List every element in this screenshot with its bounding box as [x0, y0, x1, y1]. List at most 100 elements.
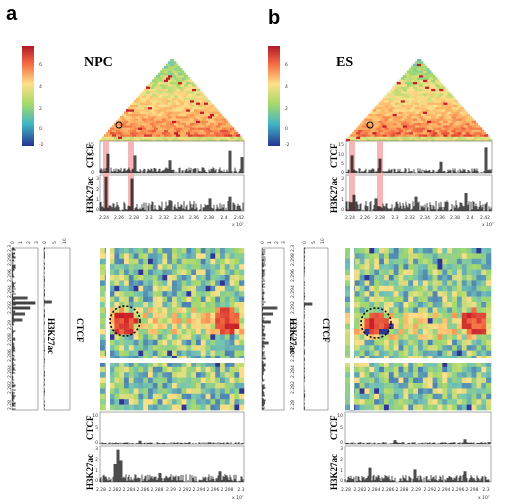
heat-cell	[408, 100, 414, 103]
heat-cell	[167, 269, 173, 276]
heat-cell	[172, 120, 177, 124]
heat-cell	[234, 312, 240, 319]
heat-cell	[157, 264, 163, 270]
heat-cell	[471, 269, 477, 276]
heat-cell	[200, 291, 206, 297]
heat-cell	[435, 129, 440, 133]
heat-cell	[354, 253, 360, 260]
heat-cell	[142, 122, 147, 126]
heat-cell	[439, 125, 444, 128]
heat-cell	[408, 72, 414, 76]
heat-cell	[156, 97, 161, 101]
heat-cell	[350, 134, 355, 137]
heat-cell	[132, 129, 137, 133]
heat-cell	[461, 109, 466, 112]
panel-a-letter: a	[6, 3, 18, 25]
heat-cell	[172, 248, 178, 254]
heat-cell	[398, 404, 404, 411]
heat-cell	[200, 280, 206, 287]
panel-b-loop-circle	[360, 307, 392, 339]
heat-cell	[486, 248, 492, 254]
heat-cell	[362, 129, 367, 133]
heat-cell	[210, 258, 216, 265]
heat-cell	[471, 318, 477, 324]
heat-cell	[442, 307, 448, 314]
heat-cell	[210, 122, 215, 126]
heat-cell	[345, 339, 351, 346]
heat-cell	[162, 372, 168, 378]
heat-cell	[486, 264, 492, 270]
panel-b-top-h3k-yticks: 3 2 1 0	[341, 176, 344, 213]
heat-cell	[176, 275, 182, 281]
heat-cell	[162, 280, 168, 287]
heat-cell	[398, 339, 404, 346]
heat-cell	[359, 399, 365, 405]
heat-cell	[445, 122, 450, 126]
heat-cell	[364, 280, 370, 287]
heat-cell	[224, 248, 230, 254]
heat-cell	[160, 129, 165, 133]
heat-cell	[383, 404, 390, 411]
heat-cell	[374, 312, 380, 319]
heat-cell	[224, 312, 230, 319]
heat-cell	[142, 95, 147, 99]
heat-cell	[486, 307, 492, 314]
heat-cell	[422, 296, 429, 303]
heat-cell	[190, 90, 195, 94]
heat-cell	[481, 302, 487, 308]
heat-cell	[176, 93, 181, 96]
heat-cell	[425, 109, 430, 112]
heat-cell	[132, 138, 137, 142]
heat-cell	[109, 393, 115, 400]
heat-cell	[100, 361, 106, 368]
heat-cell	[216, 125, 221, 128]
heat-cell	[354, 377, 360, 384]
heat-cell	[198, 109, 203, 112]
heat-cell	[229, 248, 235, 254]
panel-a-bottom-h3k27ac-label: H3K27ac	[85, 454, 95, 490]
heat-cell	[202, 100, 207, 103]
heat-cell	[408, 275, 414, 281]
heat-cell	[422, 285, 429, 292]
heat-cell	[143, 329, 149, 335]
heat-cell	[210, 318, 216, 324]
heat-cell	[126, 131, 131, 135]
heat-cell	[176, 97, 181, 101]
panel-b-top-ctcf-signal	[345, 147, 492, 173]
heat-cell	[437, 131, 442, 135]
heat-cell	[359, 404, 365, 411]
heat-cell	[372, 118, 377, 121]
heat-cell	[369, 334, 375, 341]
heat-cell	[382, 102, 387, 105]
heat-cell	[359, 334, 365, 341]
heat-cell	[459, 125, 464, 128]
heat-cell	[157, 339, 163, 346]
heat-cell	[422, 307, 429, 314]
heat-cell	[138, 345, 144, 351]
heat-cell	[404, 122, 410, 126]
heat-cell	[114, 339, 120, 346]
heat-cell	[116, 125, 121, 128]
heat-cell	[403, 296, 409, 303]
heat-cell	[215, 383, 221, 389]
heat-cell	[447, 120, 452, 124]
heat-cell	[124, 111, 129, 114]
heat-cell	[156, 74, 161, 78]
heat-cell	[215, 377, 221, 384]
heat-cell	[370, 111, 375, 114]
heat-cell	[191, 258, 197, 265]
heat-cell	[449, 122, 454, 126]
heat-cell	[364, 399, 370, 405]
heat-cell	[418, 361, 424, 368]
heat-cell	[372, 127, 377, 130]
heat-cell	[419, 120, 424, 124]
heat-cell	[437, 404, 443, 411]
heat-cell	[194, 95, 199, 99]
heat-cell	[124, 383, 130, 389]
heat-cell	[204, 102, 209, 105]
tick: 0	[42, 241, 48, 244]
heat-cell	[234, 404, 240, 411]
heat-cell	[345, 404, 351, 411]
heat-cell	[400, 118, 406, 121]
heat-cell	[393, 372, 399, 378]
